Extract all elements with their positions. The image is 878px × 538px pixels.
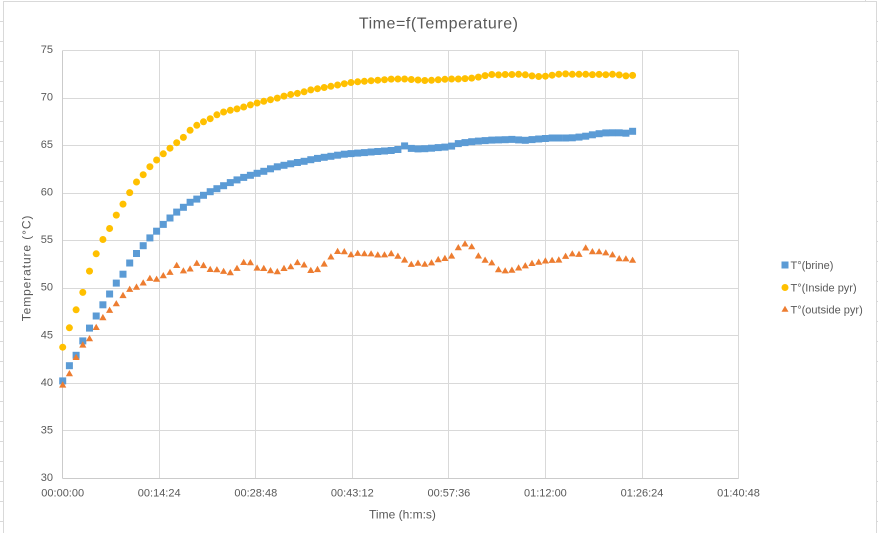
svg-text:75: 75 bbox=[41, 44, 53, 56]
svg-text:65: 65 bbox=[41, 139, 53, 151]
svg-text:60: 60 bbox=[41, 187, 53, 199]
svg-text:00:57:36: 00:57:36 bbox=[427, 488, 470, 500]
svg-text:70: 70 bbox=[41, 92, 53, 104]
svg-text:01:40:48: 01:40:48 bbox=[717, 488, 760, 500]
svg-text:01:26:24: 01:26:24 bbox=[621, 488, 664, 500]
svg-text:Temperature (°C): Temperature (°C) bbox=[20, 215, 34, 322]
svg-text:50: 50 bbox=[41, 282, 53, 294]
svg-text:55: 55 bbox=[41, 234, 53, 246]
svg-text:45: 45 bbox=[41, 329, 53, 341]
svg-text:T°(outside pyr): T°(outside pyr) bbox=[791, 305, 863, 317]
svg-text:30: 30 bbox=[41, 472, 53, 484]
svg-text:00:14:24: 00:14:24 bbox=[138, 488, 181, 500]
svg-text:00:00:00: 00:00:00 bbox=[41, 488, 84, 500]
svg-text:35: 35 bbox=[41, 424, 53, 436]
svg-text:40: 40 bbox=[41, 377, 53, 389]
svg-text:Time=f(Temperature): Time=f(Temperature) bbox=[359, 16, 519, 33]
svg-text:01:12:00: 01:12:00 bbox=[524, 488, 567, 500]
svg-text:00:28:48: 00:28:48 bbox=[234, 488, 277, 500]
svg-text:T°(Inside pyr): T°(Inside pyr) bbox=[791, 283, 857, 295]
svg-text:Time (h:m:s): Time (h:m:s) bbox=[369, 507, 436, 521]
svg-text:00:43:12: 00:43:12 bbox=[331, 488, 374, 500]
svg-text:T°(brine): T°(brine) bbox=[791, 260, 834, 272]
